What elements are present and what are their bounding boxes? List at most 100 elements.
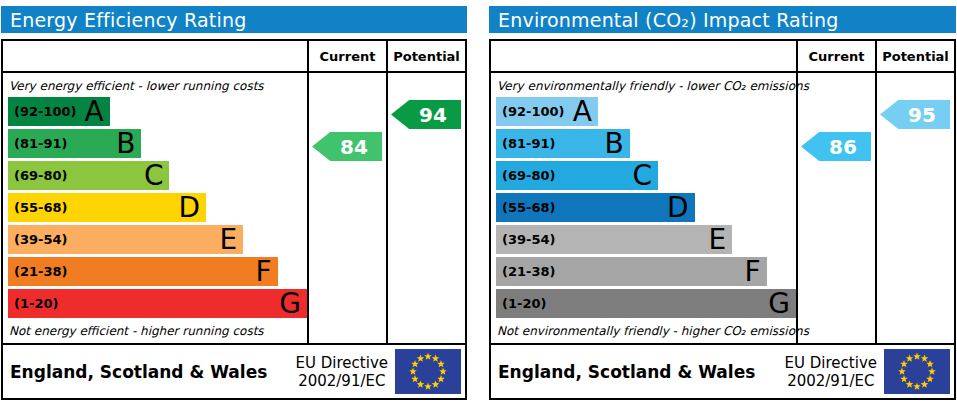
band-bar-f: (21-38) F	[8, 257, 278, 286]
current-rating-value: 84	[340, 135, 368, 159]
potential-header: Potential	[877, 41, 954, 73]
band-row: (55-68) D	[8, 193, 307, 225]
band-range: (21-38)	[496, 264, 555, 279]
band-range: (1-20)	[496, 296, 546, 311]
potential-header: Potential	[388, 41, 465, 73]
band-range: (92-100)	[496, 104, 565, 119]
directive-line2: 2002/91/EC	[787, 372, 874, 390]
band-range: (69-80)	[8, 168, 67, 183]
current-column: Current 86	[796, 41, 875, 343]
header-spacer	[491, 41, 796, 73]
band-bar-c: (69-80) C	[8, 161, 169, 190]
top-caption: Very energy efficient - lower running co…	[3, 73, 307, 97]
band-letter: C	[632, 163, 658, 189]
band-letter: D	[178, 195, 206, 221]
panel-title-bar: Environmental (CO₂) Impact Rating	[489, 6, 956, 33]
band-bar-a: (92-100) A	[8, 97, 110, 126]
band-row: (81-91) B	[8, 129, 307, 161]
table-footer: England, Scotland & Wales EU Directive 2…	[491, 343, 954, 398]
band-bar-b: (81-91) B	[8, 129, 141, 158]
top-caption: Very environmentally friendly - lower CO…	[491, 73, 796, 97]
potential-rating-value: 94	[419, 103, 447, 127]
region-label: England, Scotland & Wales	[498, 362, 755, 382]
band-bar-f: (21-38) F	[496, 257, 767, 286]
band-range: (81-91)	[8, 136, 67, 151]
band-row: (92-100) A	[496, 97, 796, 129]
band-bar-a: (92-100) A	[496, 97, 598, 126]
band-range: (21-38)	[8, 264, 67, 279]
potential-column: Potential 95	[875, 41, 954, 343]
band-letter: A	[573, 99, 598, 125]
band-bar-d: (55-68) D	[8, 193, 206, 222]
band-bar-g: (1-20) G	[496, 289, 796, 318]
band-range: (55-68)	[8, 200, 67, 215]
band-letter: B	[605, 131, 630, 157]
rating-bands: (92-100) A (81-91) B (69-80) C (55-68) D (39…	[491, 97, 796, 321]
current-header: Current	[798, 41, 875, 73]
band-letter: G	[768, 291, 796, 317]
panel-title-bar: Energy Efficiency Rating	[1, 6, 467, 33]
current-rating-value: 86	[829, 135, 857, 159]
eu-directive-label: EU Directive 2002/91/EC	[785, 354, 884, 390]
band-row: (55-68) D	[496, 193, 796, 225]
band-row: (39-54) E	[496, 225, 796, 257]
band-letter: C	[144, 163, 170, 189]
directive-line2: 2002/91/EC	[298, 372, 385, 390]
band-bar-b: (81-91) B	[496, 129, 630, 158]
band-letter: G	[279, 291, 307, 317]
band-range: (39-54)	[8, 232, 67, 247]
bottom-caption: Not energy efficient - higher running co…	[3, 321, 307, 341]
eu-directive-label: EU Directive 2002/91/EC	[296, 354, 395, 390]
band-range: (81-91)	[496, 136, 555, 151]
band-bar-d: (55-68) D	[496, 193, 695, 222]
potential-column: Potential 94	[386, 41, 465, 343]
current-column: Current 84	[307, 41, 386, 343]
band-range: (69-80)	[496, 168, 555, 183]
band-range: (55-68)	[496, 200, 555, 215]
band-bar-c: (69-80) C	[496, 161, 658, 190]
band-row: (21-38) F	[496, 257, 796, 289]
band-range: (92-100)	[8, 104, 77, 119]
header-spacer	[3, 41, 307, 73]
band-letter: B	[116, 131, 141, 157]
eu-flag-icon	[395, 349, 461, 394]
energy-rating-table: Very energy efficient - lower running co…	[1, 39, 467, 400]
potential-rating-arrow: 95	[880, 100, 950, 129]
energy-efficiency-panel: Energy Efficiency Rating Very energy eff…	[1, 6, 467, 400]
potential-rating-arrow: 94	[391, 100, 461, 129]
current-header: Current	[309, 41, 386, 73]
panel-title: Energy Efficiency Rating	[10, 9, 246, 31]
band-letter: E	[220, 227, 244, 253]
band-letter: A	[85, 99, 110, 125]
band-row: (69-80) C	[8, 161, 307, 193]
table-footer: England, Scotland & Wales EU Directive 2…	[3, 343, 465, 398]
environmental-impact-panel: Environmental (CO₂) Impact Rating Very e…	[489, 6, 956, 400]
band-row: (81-91) B	[496, 129, 796, 161]
panel-title: Environmental (CO₂) Impact Rating	[498, 9, 839, 31]
band-row: (1-20) G	[496, 289, 796, 321]
region-label: England, Scotland & Wales	[10, 362, 267, 382]
band-row: (21-38) F	[8, 257, 307, 289]
directive-line1: EU Directive	[296, 354, 388, 372]
band-bar-g: (1-20) G	[8, 289, 307, 318]
band-bar-e: (39-54) E	[496, 225, 732, 254]
environmental-rating-table: Very environmentally friendly - lower CO…	[489, 39, 956, 400]
band-letter: E	[708, 227, 732, 253]
band-row: (1-20) G	[8, 289, 307, 321]
band-range: (1-20)	[8, 296, 58, 311]
band-row: (69-80) C	[496, 161, 796, 193]
band-row: (92-100) A	[8, 97, 307, 129]
rating-bands: (92-100) A (81-91) B (69-80) C (55-68) D (39…	[3, 97, 307, 321]
potential-rating-value: 95	[908, 103, 936, 127]
bottom-caption: Not environmentally friendly - higher CO…	[491, 321, 796, 341]
band-range: (39-54)	[496, 232, 555, 247]
epc-certificate: Energy Efficiency Rating Very energy eff…	[0, 0, 957, 404]
band-letter: F	[744, 259, 766, 285]
band-row: (39-54) E	[8, 225, 307, 257]
band-letter: F	[256, 259, 278, 285]
band-letter: D	[667, 195, 695, 221]
directive-line1: EU Directive	[785, 354, 877, 372]
current-rating-arrow: 86	[801, 132, 871, 161]
eu-flag-icon	[884, 349, 950, 394]
current-rating-arrow: 84	[312, 132, 382, 161]
